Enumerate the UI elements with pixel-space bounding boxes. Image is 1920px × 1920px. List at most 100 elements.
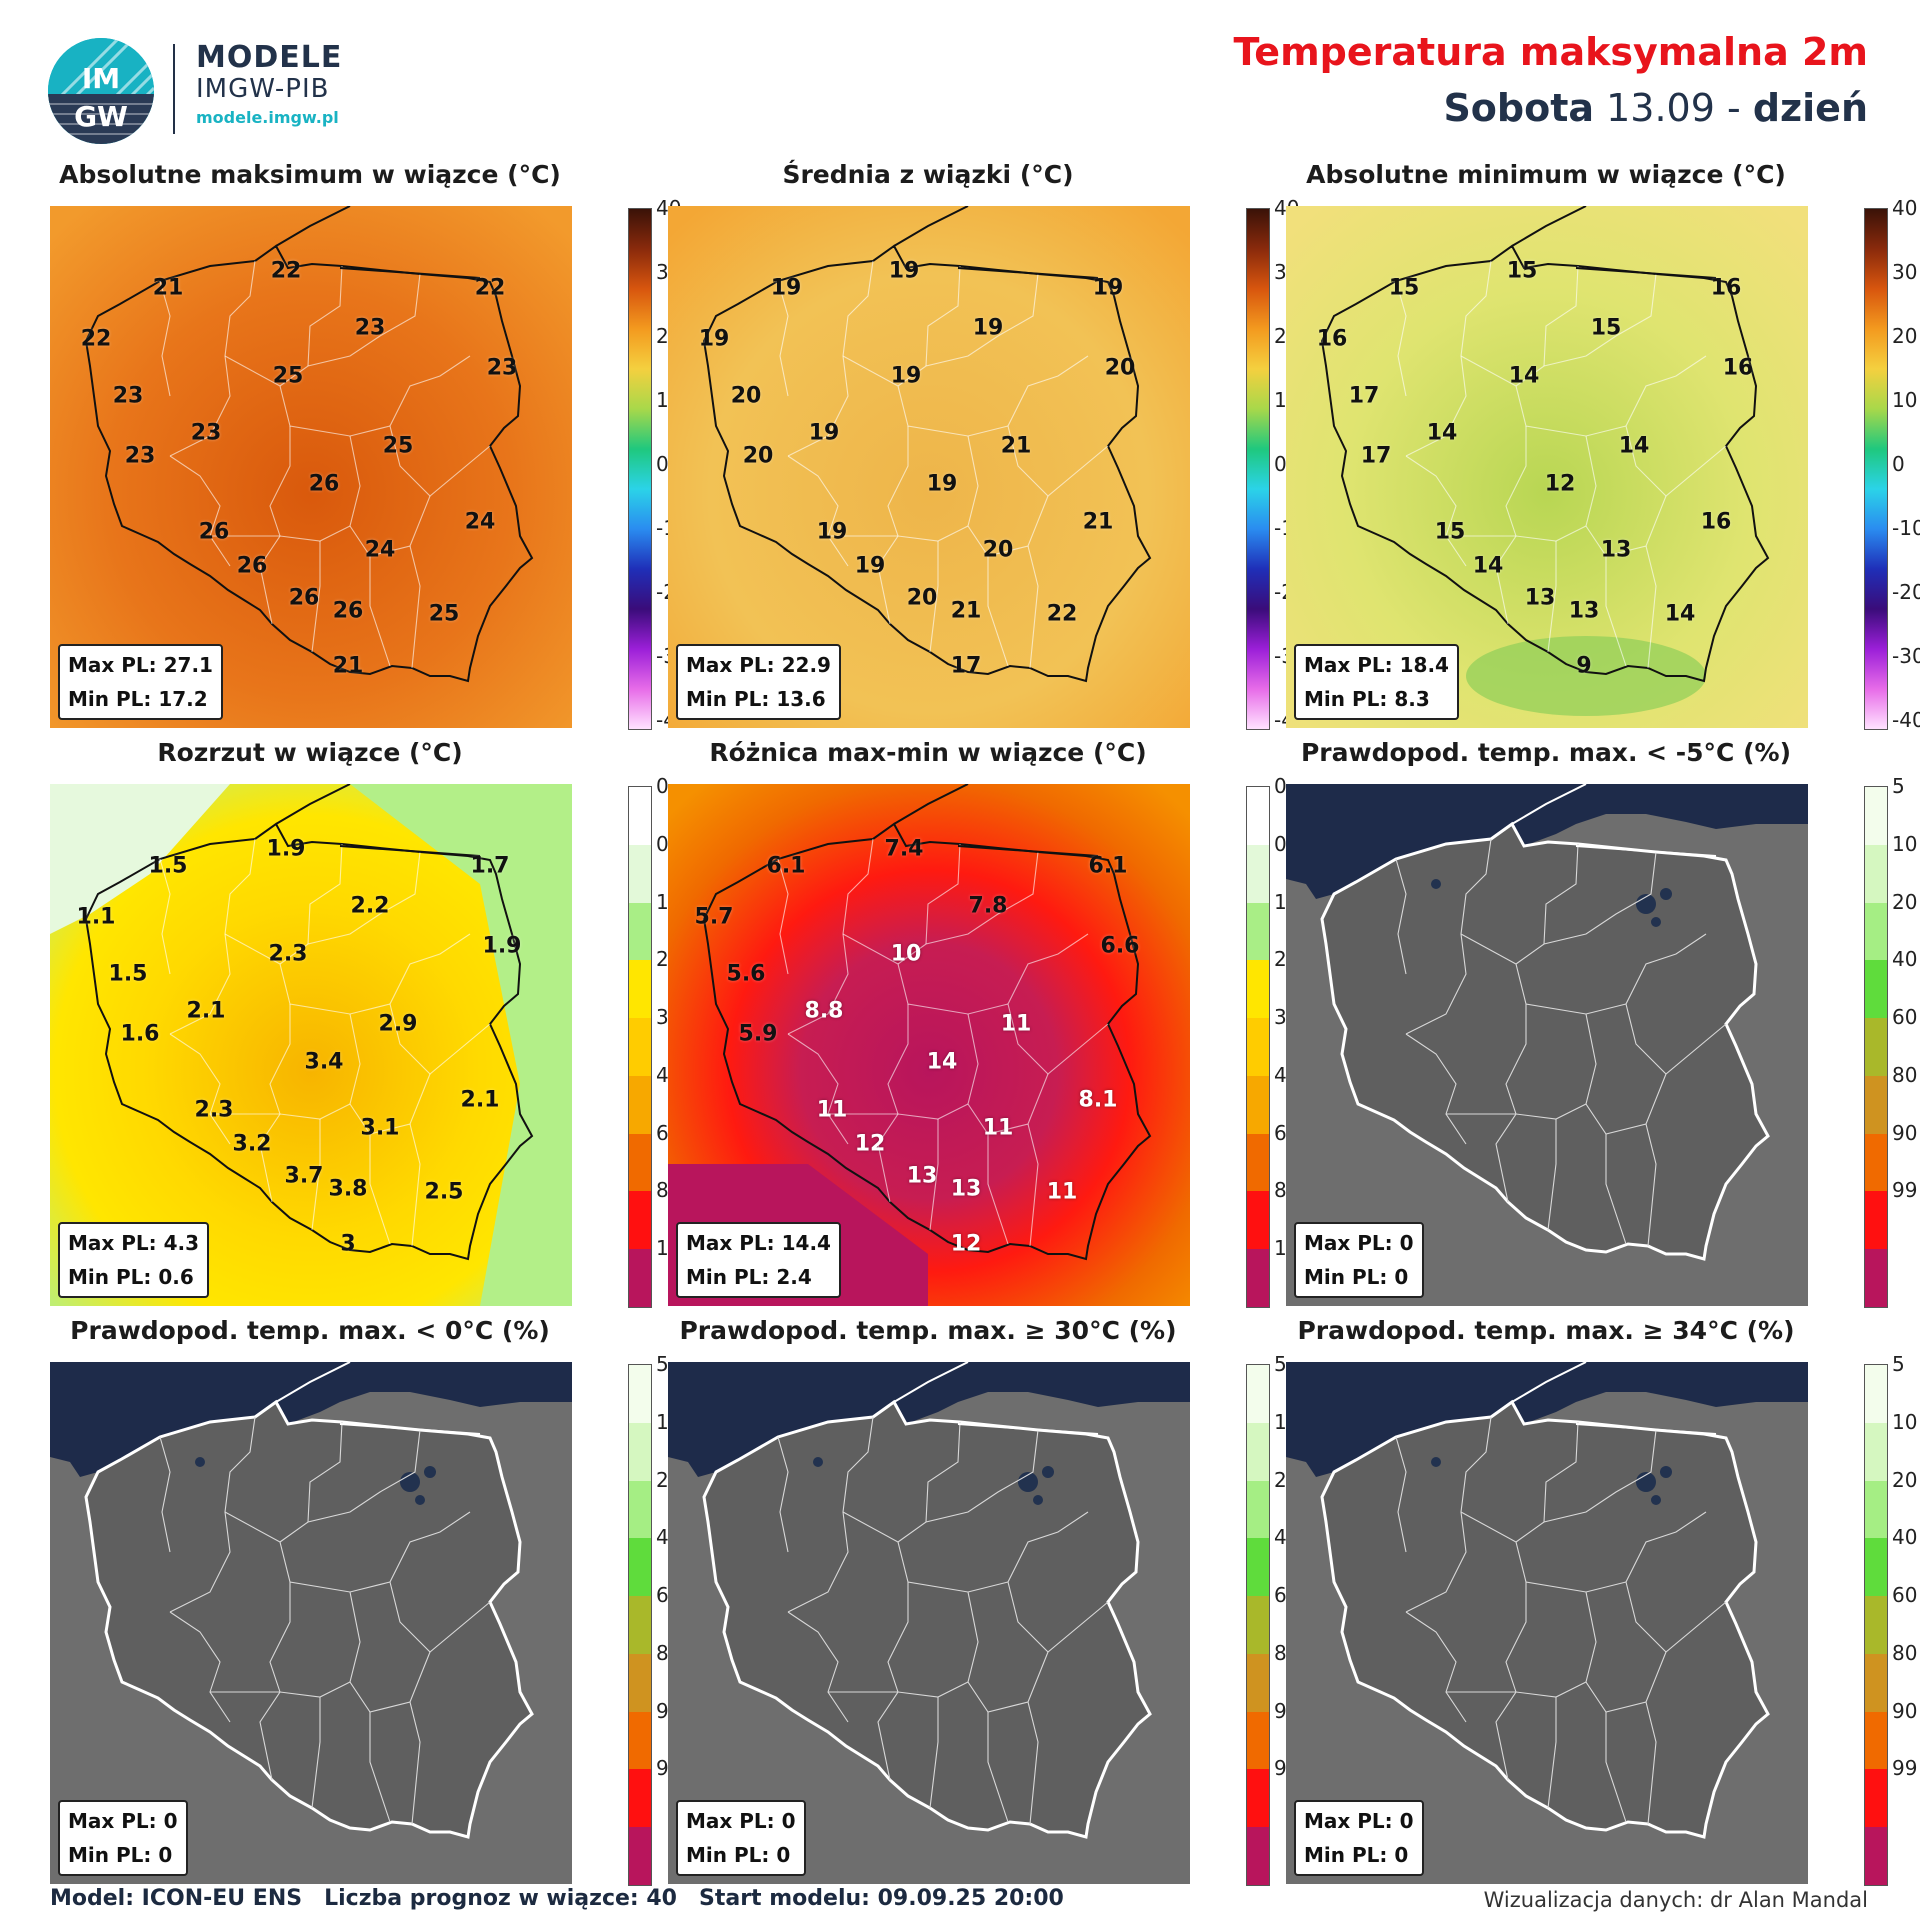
value-label: 22 (80, 326, 112, 352)
panel-title: Różnica max-min w wiązce (°C) (709, 738, 1147, 767)
colorbar-temperature (1246, 208, 1270, 730)
colorbar-segment (629, 960, 651, 1019)
colorbar-segment (1247, 1538, 1269, 1597)
colorbar-segment (1247, 1653, 1269, 1712)
max-pl: Max PL: 0 (1304, 1231, 1414, 1255)
colorbar-tick: 99 (1892, 1178, 1918, 1203)
value-label: 19 (888, 258, 920, 284)
colorbar-segment (1865, 1653, 1887, 1712)
page-title: Temperatura maksymalna 2m (1233, 30, 1868, 74)
value-label: 8.8 (804, 998, 844, 1024)
colorbar-tick: 99 (1892, 1756, 1918, 1781)
min-pl: Min PL: 17.2 (68, 687, 208, 711)
value-label: 10 (890, 941, 922, 967)
colorbar-temperature (1864, 208, 1888, 730)
colorbar-tick: 10 (1892, 388, 1918, 412)
value-label: 20 (982, 537, 1014, 563)
min-pl: Min PL: 2.4 (686, 1265, 812, 1289)
colorbar-segment (629, 1538, 651, 1597)
colorbar-tick: 30 (1892, 260, 1918, 284)
value-label: 1.9 (266, 836, 306, 862)
colorbar-segment (1247, 1480, 1269, 1539)
logo-subtitle: IMGW-PIB (196, 74, 330, 104)
value-label: 24 (464, 509, 496, 535)
colorbar-tick: 2 (656, 947, 669, 972)
colorbar-segment (1247, 1422, 1269, 1481)
colorbar-segment (1865, 844, 1887, 903)
footer-credit: Wizualizacja danych: dr Alan Mandal (1483, 1888, 1868, 1912)
colorbar-segment (629, 1075, 651, 1134)
panel-title: Absolutne maksimum w wiązce (°C) (59, 160, 561, 189)
colorbar-tick: 0 (656, 452, 669, 476)
value-label: 23 (354, 315, 386, 341)
value-label: 12 (1544, 471, 1576, 497)
colorbar-tick: 40 (1892, 196, 1918, 220)
value-label: 16 (1710, 275, 1742, 301)
value-label: 1.6 (120, 1021, 160, 1047)
value-label: 9 (1576, 653, 1592, 679)
colorbar-tick: 80 (1892, 1640, 1918, 1665)
value-label: 21 (1000, 433, 1032, 459)
value-label: 3.7 (284, 1163, 324, 1189)
header: IM GW MODELE IMGW-PIB modele.imgw.pl Tem… (0, 0, 1920, 150)
stats-box: Max PL: 0 Min PL: 0 (1294, 1800, 1424, 1876)
svg-text:IM: IM (82, 62, 120, 95)
max-pl: Max PL: 0 (68, 1809, 178, 1833)
value-label: 21 (332, 653, 364, 679)
value-label: 23 (112, 383, 144, 409)
map-abs-max: 21 22 22 22 23 23 23 25 23 25 23 26 26 24 24 26 26 26 25 21… (50, 206, 572, 728)
value-label: 2.5 (424, 1179, 464, 1205)
value-label: 21 (950, 598, 982, 624)
colorbar-probability (1864, 1364, 1888, 1886)
value-label: 25 (428, 601, 460, 627)
value-label: 13 (1568, 598, 1600, 624)
colorbar-spread (1246, 786, 1270, 1308)
value-label: 21 (1082, 509, 1114, 535)
colorbar-segment (1247, 787, 1269, 845)
map-prob-m5: Max PL: 0 Min PL: 0 (1286, 784, 1808, 1306)
value-label: 13 (1524, 585, 1556, 611)
value-label: 3 (340, 1231, 356, 1257)
value-label: 15 (1434, 519, 1466, 545)
map-mean: 19 19 19 19 19 20 20 19 19 21 20 19 19 21 20 19 20 21 22 17… (668, 206, 1190, 728)
value-label: 17 (950, 653, 982, 679)
panel-title: Absolutne minimum w wiązce (°C) (1306, 160, 1786, 189)
colorbar-tick: 20 (1892, 1467, 1918, 1492)
max-pl: Max PL: 4.3 (68, 1231, 200, 1255)
footer-model-info: Model: ICON-EU ENS Liczba prognoz w wiązc… (50, 1886, 1086, 1911)
colorbar-tick: -20 (1892, 580, 1920, 604)
value-label: 12 (950, 1231, 982, 1257)
colorbar-segment (629, 1191, 651, 1250)
value-label: 2.3 (194, 1097, 234, 1123)
colorbar-segment (629, 1596, 651, 1654)
logo-title: MODELE (196, 40, 343, 75)
colorbar-tick: -30 (1892, 644, 1920, 668)
value-label: 26 (198, 519, 230, 545)
stats-box: Max PL: 4.3 Min PL: 0.6 (58, 1222, 210, 1298)
colorbar-segment (1247, 1191, 1269, 1250)
min-pl: Min PL: 8.3 (1304, 687, 1430, 711)
min-pl: Min PL: 13.6 (686, 687, 826, 711)
colorbar-segment (1865, 1191, 1887, 1250)
colorbar-segment (629, 1827, 651, 1885)
svg-text:GW: GW (74, 100, 128, 133)
ensemble-members: Liczba prognoz w wiązce: 40 (324, 1886, 677, 1911)
value-label: 19 (890, 363, 922, 389)
colorbar-tick: 40 (1892, 1525, 1918, 1550)
stats-box: Max PL: 22.9 Min PL: 13.6 (676, 644, 841, 720)
value-label: 20 (742, 443, 774, 469)
value-label: 14 (1618, 433, 1650, 459)
colorbar-probability (1246, 1364, 1270, 1886)
panel-title: Prawdopod. temp. max. < 0°C (%) (70, 1316, 550, 1345)
logo-url[interactable]: modele.imgw.pl (196, 108, 339, 127)
colorbar-tick: 1 (1274, 889, 1287, 914)
panel-title: Rozrzut w wiązce (°C) (157, 738, 463, 767)
value-label: 17 (1360, 443, 1392, 469)
colorbar-segment (629, 1480, 651, 1539)
value-label: 23 (190, 420, 222, 446)
colorbar-segment (629, 787, 651, 845)
date: 13.09 (1606, 86, 1715, 130)
colorbar-segment (629, 1653, 651, 1712)
value-label: 11 (816, 1097, 848, 1123)
colorbar-tick: 3 (656, 1005, 669, 1030)
